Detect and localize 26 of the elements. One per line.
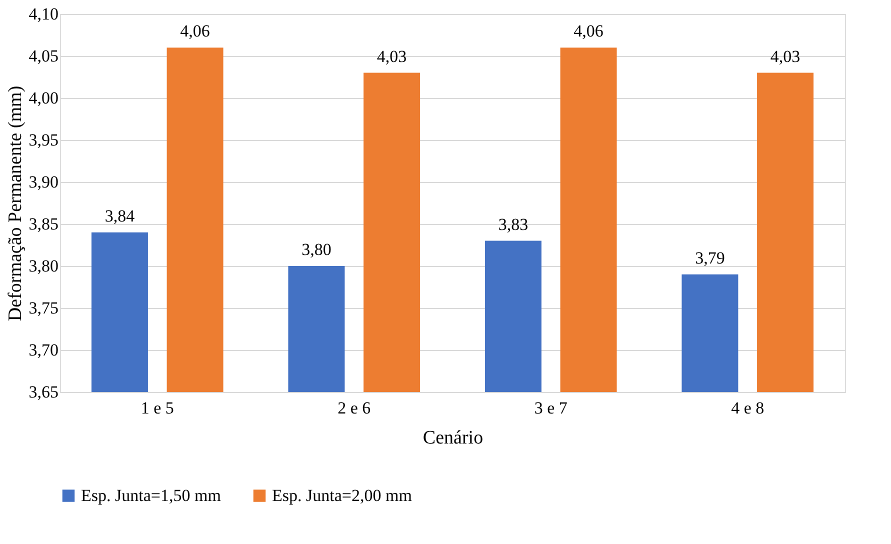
data-label: 3,83 bbox=[498, 214, 528, 234]
y-tick-label: 4,05 bbox=[28, 46, 58, 66]
data-label: 4,03 bbox=[376, 46, 407, 66]
y-tick-label: 3,65 bbox=[28, 382, 58, 402]
data-label: 3,79 bbox=[695, 248, 725, 268]
x-tick-label: 2 e 6 bbox=[338, 398, 371, 418]
data-label: 4,03 bbox=[770, 46, 800, 66]
y-tick-label: 4,10 bbox=[28, 4, 58, 24]
data-label: 3,84 bbox=[104, 206, 136, 226]
legend-label: Esp. Junta=2,00 mm bbox=[272, 486, 412, 505]
x-tick-label: 1 e 5 bbox=[140, 398, 174, 418]
y-tick-label: 3,75 bbox=[28, 298, 58, 318]
x-axis-title: Cenário bbox=[422, 428, 484, 448]
data-label: 3,80 bbox=[302, 240, 332, 259]
data-label: 4,06 bbox=[180, 22, 210, 41]
x-tick-label: 3 e 7 bbox=[534, 398, 568, 418]
y-tick-label: 3,85 bbox=[28, 214, 58, 234]
y-axis-title: Deformação Permanente (mm) bbox=[4, 86, 26, 322]
y-tick-label: 3,90 bbox=[28, 172, 58, 192]
data-label: 4,06 bbox=[574, 22, 604, 41]
y-tick-label: 4,00 bbox=[28, 88, 58, 108]
y-tick-label: 3,95 bbox=[28, 130, 58, 150]
y-tick-label: 3,70 bbox=[28, 340, 58, 360]
y-tick-label: 3,80 bbox=[28, 256, 58, 276]
x-tick-label: 4 e 8 bbox=[731, 398, 764, 418]
legend-label: Esp. Junta=1,50 mm bbox=[81, 486, 221, 505]
